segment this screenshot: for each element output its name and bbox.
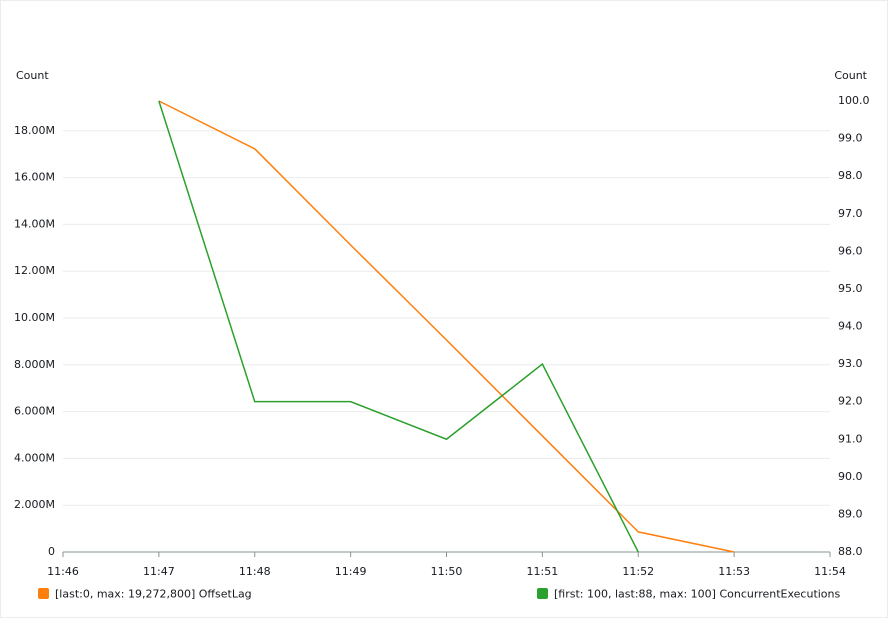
y-tick-label: 12.00M: [14, 264, 55, 277]
x-tick-label: 11:46: [47, 565, 79, 578]
x-tick-label: 11:49: [335, 565, 367, 578]
y-tick-label: 6.000M: [14, 405, 55, 418]
x-tick-label: 11:51: [527, 565, 559, 578]
legend-label: [last:0, max: 19,272,800] OffsetLag: [55, 588, 252, 601]
x-tick-label: 11:48: [239, 565, 271, 578]
y-tick-label: 16.00M: [14, 171, 55, 184]
y-tick-label: 4.000M: [14, 451, 55, 464]
y2-tick-label: 89.0: [838, 507, 863, 520]
legend-label: [first: 100, last:88, max: 100] Concurre…: [554, 588, 841, 601]
y-tick-label: 8.000M: [14, 358, 55, 371]
y2-tick-label: 100.0: [838, 94, 870, 107]
x-tick-label: 11:50: [431, 565, 463, 578]
x-tick-label: 11:52: [622, 565, 654, 578]
x-tick-label: 11:53: [718, 565, 750, 578]
y-axis-label: Count: [16, 69, 49, 82]
y2-tick-label: 98.0: [838, 169, 863, 182]
legend-swatch: [38, 588, 49, 599]
y-tick-label: 18.00M: [14, 124, 55, 137]
y2-tick-label: 97.0: [838, 207, 863, 220]
y-tick-label: 2.000M: [14, 498, 55, 511]
x-tick-label: 11:54: [814, 565, 846, 578]
y2-tick-label: 92.0: [838, 395, 863, 408]
x-tick-label: 11:47: [143, 565, 175, 578]
y2-tick-label: 88.0: [838, 545, 863, 558]
y2-tick-label: 96.0: [838, 244, 863, 257]
y2-tick-label: 95.0: [838, 282, 863, 295]
y2-tick-label: 90.0: [838, 470, 863, 483]
y-tick-label: 14.00M: [14, 217, 55, 230]
y2-tick-label: 91.0: [838, 432, 863, 445]
legend-swatch: [537, 588, 548, 599]
y2-tick-label: 94.0: [838, 320, 863, 333]
series-line: [158, 100, 639, 553]
y2-tick-label: 99.0: [838, 132, 863, 145]
y2-tick-label: 93.0: [838, 357, 863, 370]
y-tick-label: 10.00M: [14, 311, 55, 324]
y-tick-label: 0: [48, 545, 55, 558]
y2-axis-label: Count: [834, 69, 867, 82]
series-line: [158, 100, 735, 553]
